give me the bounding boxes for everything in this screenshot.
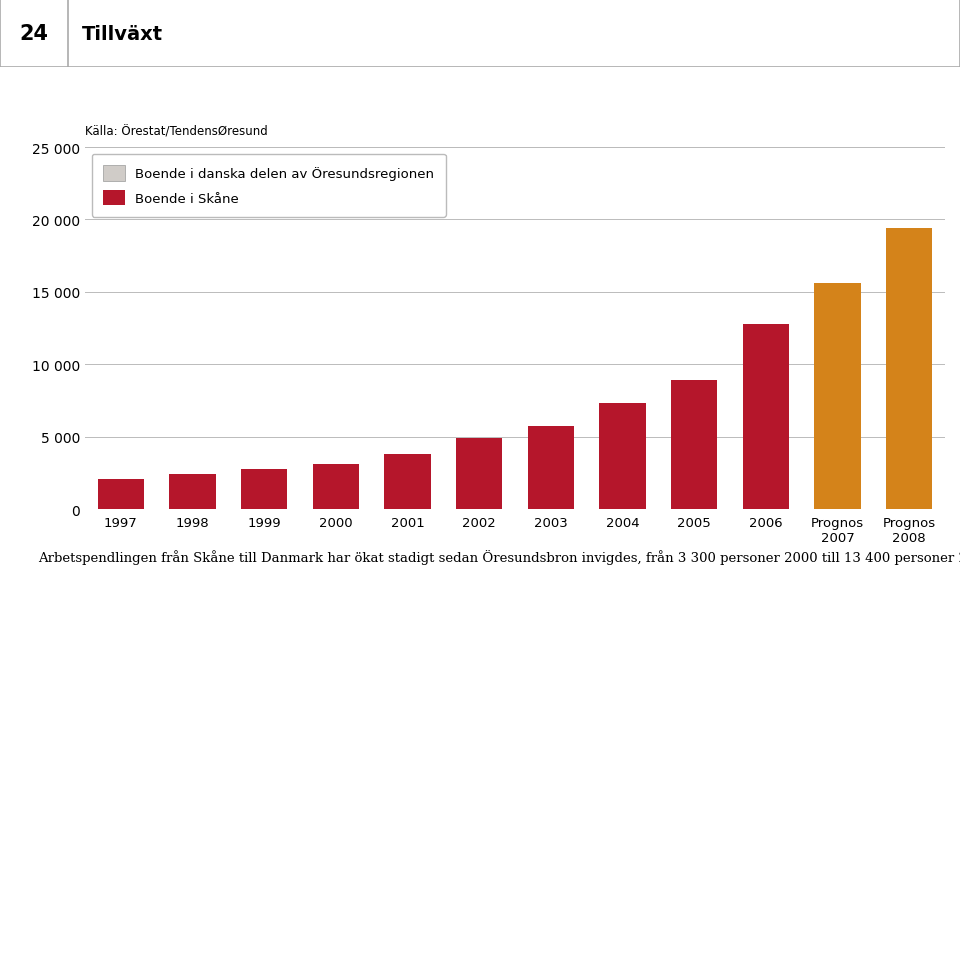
Bar [169,475,216,510]
Bar [456,502,502,510]
Text: 24: 24 [19,24,49,44]
Bar [671,381,717,510]
Bar [814,498,861,510]
Bar [241,470,287,510]
Bar [742,324,789,510]
Bar [599,404,646,510]
Bar [456,438,502,510]
Text: Källa: Örestat/TendensØresund: Källa: Örestat/TendensØresund [85,126,268,138]
Bar [98,479,144,510]
Text: Arbetspendlingen från Skåne till Danmark har ökat stadigt sedan Öresundsbron inv: Arbetspendlingen från Skåne till Danmark… [38,550,960,564]
Bar [98,507,144,510]
Bar [241,507,287,510]
Bar [814,284,861,510]
Bar [0,0,68,68]
Bar [384,455,431,510]
Bar [886,229,932,510]
Bar [384,504,431,510]
Bar [886,496,932,510]
Bar [169,507,216,510]
Bar [671,498,717,510]
Bar [742,497,789,510]
Bar [528,426,574,510]
Bar [599,499,646,510]
Legend: Boende i danska delen av Öresundsregionen, Boende i Skåne: Boende i danska delen av Öresundsregione… [91,154,446,218]
Bar [528,500,574,510]
Bar [313,506,359,510]
Bar [313,465,359,510]
Text: Tillväxt: Tillväxt [82,25,163,44]
Text: ANTAL ARBETSPENDLARE MELLAN SKÅNE OCH DANSKA DELEN AV ÖRESUNDSREGIONEN 1997–2008: ANTAL ARBETSPENDLARE MELLAN SKÅNE OCH DA… [12,91,755,105]
